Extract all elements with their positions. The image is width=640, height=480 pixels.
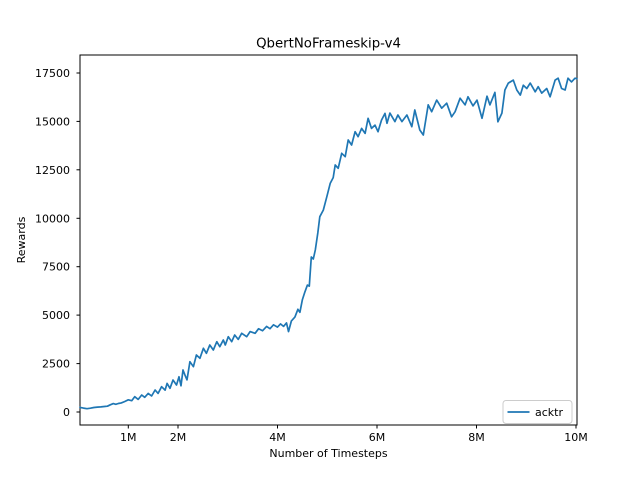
legend: acktr [502,400,573,424]
y-tick-label: 2500 [42,358,70,371]
y-tick-label: 15000 [35,115,70,128]
legend-box [502,400,573,424]
y-tick-label: 0 [63,406,70,419]
y-tick-label: 12500 [35,164,70,177]
y-axis-ticks: 0 2500 5000 7500 10000 12500 15000 17500 [35,67,80,419]
x-axis-label: Number of Timesteps [269,447,387,460]
legend-label: acktr [535,406,563,419]
plot-area-spines [79,54,578,426]
x-tick-label: 6M [369,431,386,444]
y-axis-label: Rewards [15,216,28,263]
x-tick-label: 4M [269,431,286,444]
y-tick-label: 7500 [42,261,70,274]
chart-title: QbertNoFrameskip-v4 [256,37,401,52]
series-group [79,77,578,410]
x-tick-label: 8M [468,431,485,444]
x-tick-label: 2M [170,431,187,444]
x-axis-ticks: 1M 2M 4M 6M 8M 10M [120,425,588,444]
x-tick-label: 1M [120,431,137,444]
acktr-line [79,77,578,410]
y-tick-label: 5000 [42,309,70,322]
y-tick-label: 10000 [35,212,70,225]
y-tick-label: 17500 [35,67,70,80]
x-tick-label: 10M [564,431,588,444]
